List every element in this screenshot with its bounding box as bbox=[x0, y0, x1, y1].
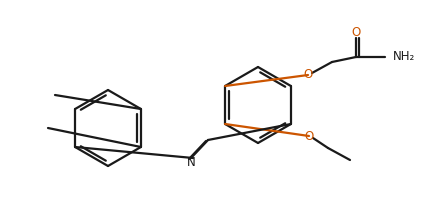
Text: O: O bbox=[304, 129, 314, 143]
Text: O: O bbox=[304, 69, 313, 81]
Text: N: N bbox=[187, 155, 195, 168]
Text: O: O bbox=[352, 25, 361, 39]
Text: NH₂: NH₂ bbox=[393, 51, 415, 64]
